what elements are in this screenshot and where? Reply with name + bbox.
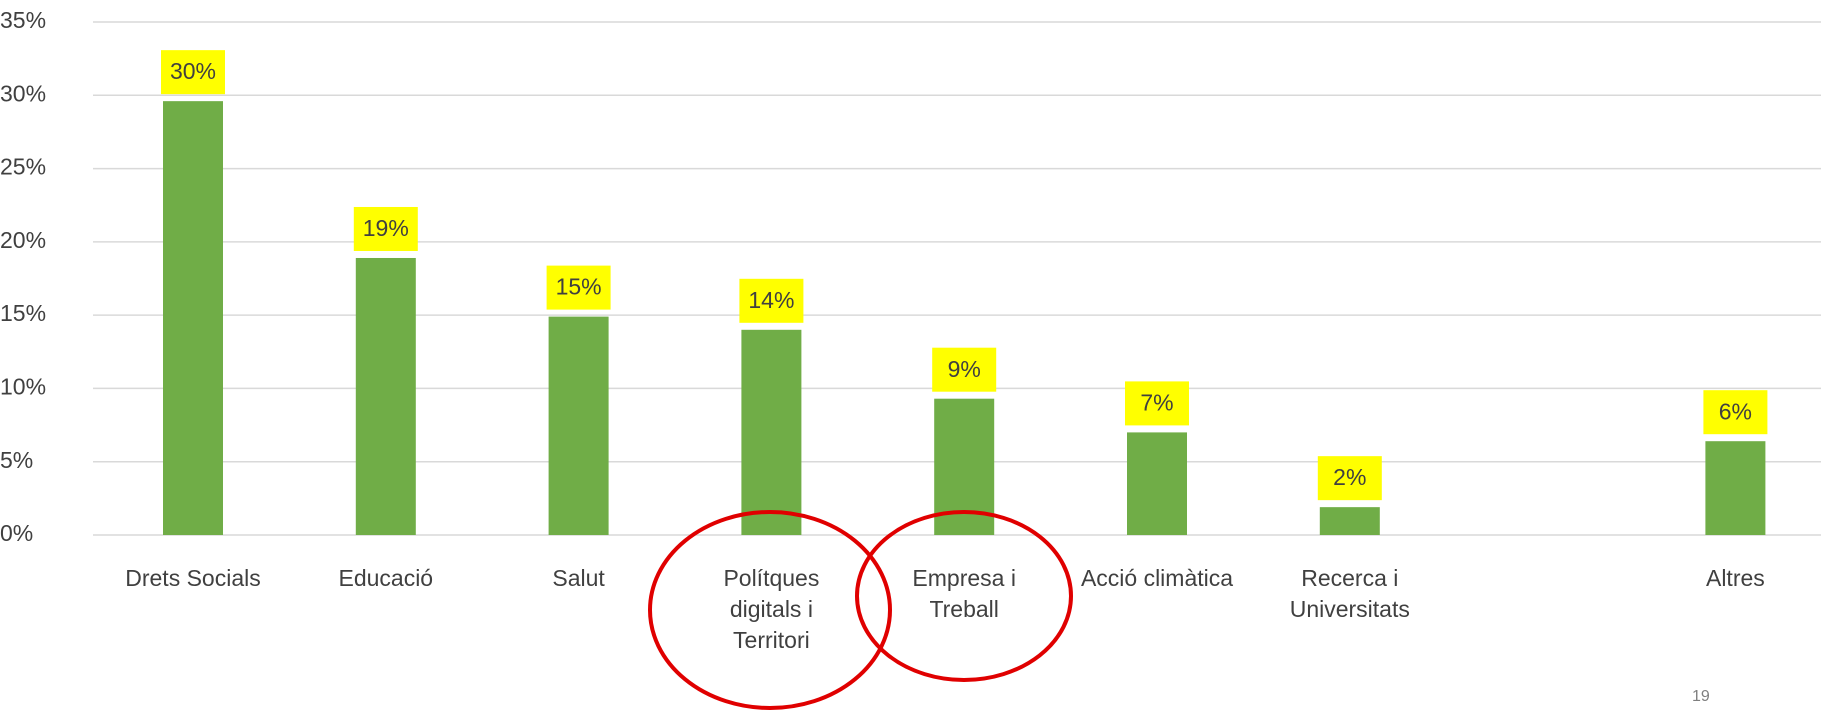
data-label-background	[1317, 456, 1382, 501]
x-tick-label: Drets Socials	[125, 565, 261, 591]
data-label: 14%	[748, 287, 794, 313]
data-label-background	[353, 206, 418, 251]
bar	[548, 316, 609, 535]
data-label: 9%	[948, 356, 981, 382]
y-tick-label: 30%	[0, 80, 46, 106]
y-tick-label: 35%	[0, 7, 46, 33]
bar	[1319, 507, 1380, 535]
data-label-background	[546, 265, 611, 310]
y-tick-label: 15%	[0, 300, 46, 326]
y-tick-label: 5%	[0, 447, 33, 473]
data-label: 2%	[1333, 464, 1366, 490]
x-tick-label: Recerca i Universitats	[1289, 565, 1410, 622]
x-tick-label: Acció climàtica	[1080, 565, 1234, 591]
data-label: 15%	[556, 274, 602, 300]
y-tick-label: 20%	[0, 227, 46, 253]
data-label-background	[932, 347, 997, 392]
data-label-background	[1125, 381, 1189, 426]
y-tick-label: 25%	[0, 154, 46, 180]
data-label: 6%	[1719, 398, 1752, 424]
y-tick-label: 10%	[0, 374, 46, 400]
x-tick-label: Educació	[338, 565, 434, 591]
x-tick-label: Polítques digitals i Territori	[723, 565, 820, 653]
data-label: 7%	[1140, 389, 1173, 415]
bar	[163, 101, 223, 536]
highlight-circle	[855, 510, 1073, 682]
x-tick-label: Empresa i Treball	[912, 565, 1016, 622]
page-number: 19	[1692, 688, 1710, 705]
data-label-background	[1703, 390, 1768, 435]
data-label-background	[739, 278, 804, 323]
x-tick-label: Altres	[1705, 565, 1765, 591]
data-label: 19%	[363, 215, 409, 241]
bar	[1705, 441, 1766, 535]
highlight-circle	[648, 510, 892, 710]
bar	[355, 257, 416, 535]
bar	[741, 329, 802, 535]
bar	[1127, 432, 1187, 535]
data-label-background	[161, 50, 225, 95]
y-tick-label: 0%	[0, 520, 33, 546]
data-label: 30%	[170, 58, 216, 84]
x-tick-label: Salut	[552, 565, 605, 591]
